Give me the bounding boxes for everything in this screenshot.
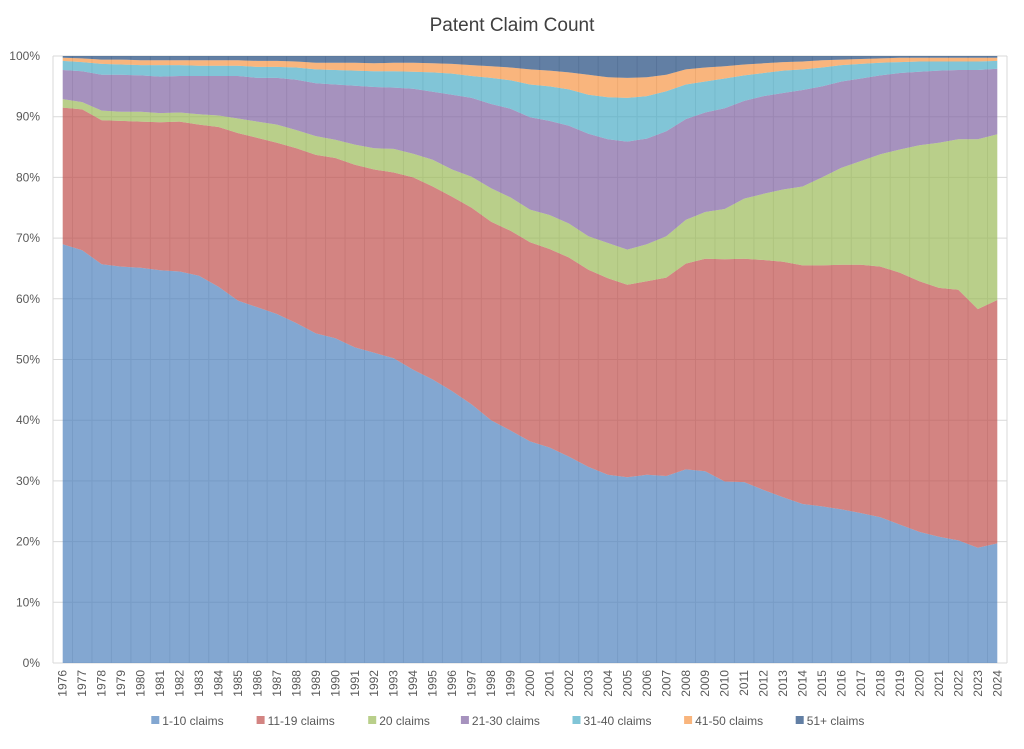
legend-label: 31-40 claims (584, 714, 652, 728)
x-tick-label: 1993 (387, 670, 401, 697)
x-axis-tick-labels: 1976 1977 1978 1979 1980 1981 1982 1983 1984 1985… (56, 670, 1005, 697)
x-tick-label: 1981 (153, 670, 167, 697)
x-tick-label: 1987 (270, 670, 284, 697)
x-tick-label: 1985 (231, 670, 245, 697)
x-tick-label: 1990 (328, 670, 342, 697)
x-tick-label: 2015 (815, 670, 829, 697)
legend-swatch (684, 716, 692, 724)
x-tick-label: 2017 (854, 670, 868, 697)
y-tick-label: 10% (16, 595, 40, 609)
x-tick-label: 2024 (990, 670, 1004, 697)
x-tick-label: 2018 (873, 670, 887, 697)
x-tick-label: 1997 (465, 670, 479, 697)
y-tick-label: 60% (16, 292, 40, 306)
x-tick-label: 2002 (562, 670, 576, 697)
x-tick-label: 2020 (912, 670, 926, 697)
y-axis-tick-labels: 0% 10% 20% 30% 40% 50% 60% 70% 80% 90% 100% (9, 49, 40, 670)
x-tick-label: 1978 (95, 670, 109, 697)
x-tick-label: 1994 (406, 670, 420, 697)
legend: 1-10 claims 11-19 claims 20 claims 21-30 cl… (151, 714, 864, 728)
legend-item: 31-40 claims (573, 714, 652, 728)
x-tick-label: 2019 (893, 670, 907, 697)
legend-item: 11-19 claims (257, 714, 335, 728)
x-tick-label: 1979 (114, 670, 128, 697)
x-tick-label: 2023 (971, 670, 985, 697)
legend-swatch (573, 716, 581, 724)
area-series (63, 56, 998, 663)
x-tick-label: 2009 (698, 670, 712, 697)
x-tick-label: 1998 (484, 670, 498, 697)
legend-label: 51+ claims (807, 714, 865, 728)
x-tick-label: 2007 (659, 670, 673, 697)
x-tick-label: 2013 (776, 670, 790, 697)
x-tick-label: 1992 (367, 670, 381, 697)
chart-title: Patent Claim Count (430, 15, 595, 36)
legend-swatch (368, 716, 376, 724)
x-tick-label: 2021 (932, 670, 946, 697)
legend-item: 41-50 claims (684, 714, 763, 728)
x-tick-label: 2000 (523, 670, 537, 697)
x-tick-label: 1996 (445, 670, 459, 697)
legend-swatch (151, 716, 159, 724)
stacked-area-chart: Patent Claim Count 0% 10% 20% 30% 40% 50% 60% 7… (0, 0, 1024, 744)
x-tick-label: 1980 (134, 670, 148, 697)
y-tick-label: 50% (16, 353, 40, 367)
legend-label: 21-30 claims (472, 714, 540, 728)
x-tick-label: 1991 (348, 670, 362, 697)
legend-label: 20 claims (379, 714, 430, 728)
x-tick-label: 2022 (951, 670, 965, 697)
x-tick-label: 2004 (601, 670, 615, 697)
x-tick-label: 1977 (75, 670, 89, 697)
x-tick-label: 1984 (211, 670, 225, 697)
x-tick-label: 2016 (835, 670, 849, 697)
x-tick-label: 2001 (542, 670, 556, 697)
legend-label: 41-50 claims (695, 714, 763, 728)
y-tick-label: 70% (16, 231, 40, 245)
x-tick-label: 1983 (192, 670, 206, 697)
y-tick-label: 90% (16, 110, 40, 124)
x-tick-label: 2008 (679, 670, 693, 697)
x-tick-label: 1995 (426, 670, 440, 697)
y-tick-label: 30% (16, 474, 40, 488)
x-tick-label: 2014 (796, 670, 810, 697)
x-tick-label: 2003 (581, 670, 595, 697)
legend-item: 20 claims (368, 714, 430, 728)
legend-label: 11-19 claims (268, 714, 335, 728)
legend-item: 1-10 claims (151, 714, 223, 728)
x-tick-label: 1986 (250, 670, 264, 697)
legend-swatch (796, 716, 804, 724)
x-tick-label: 1976 (56, 670, 70, 697)
legend-item: 21-30 claims (461, 714, 540, 728)
y-tick-label: 40% (16, 413, 40, 427)
x-tick-label: 2006 (640, 670, 654, 697)
x-tick-label: 2005 (620, 670, 634, 697)
y-tick-label: 100% (9, 49, 40, 63)
x-tick-label: 2012 (757, 670, 771, 697)
x-tick-label: 2011 (737, 670, 751, 696)
legend-swatch (257, 716, 265, 724)
x-tick-label: 1988 (289, 670, 303, 697)
legend-item: 51+ claims (796, 714, 865, 728)
x-tick-label: 1989 (309, 670, 323, 697)
x-tick-label: 2010 (718, 670, 732, 697)
y-tick-label: 20% (16, 535, 40, 549)
y-tick-label: 80% (16, 170, 40, 184)
x-tick-label: 1982 (173, 670, 187, 697)
x-tick-label: 1999 (504, 670, 518, 697)
legend-label: 1-10 claims (162, 714, 223, 728)
y-tick-label: 0% (23, 656, 41, 670)
legend-swatch (461, 716, 469, 724)
